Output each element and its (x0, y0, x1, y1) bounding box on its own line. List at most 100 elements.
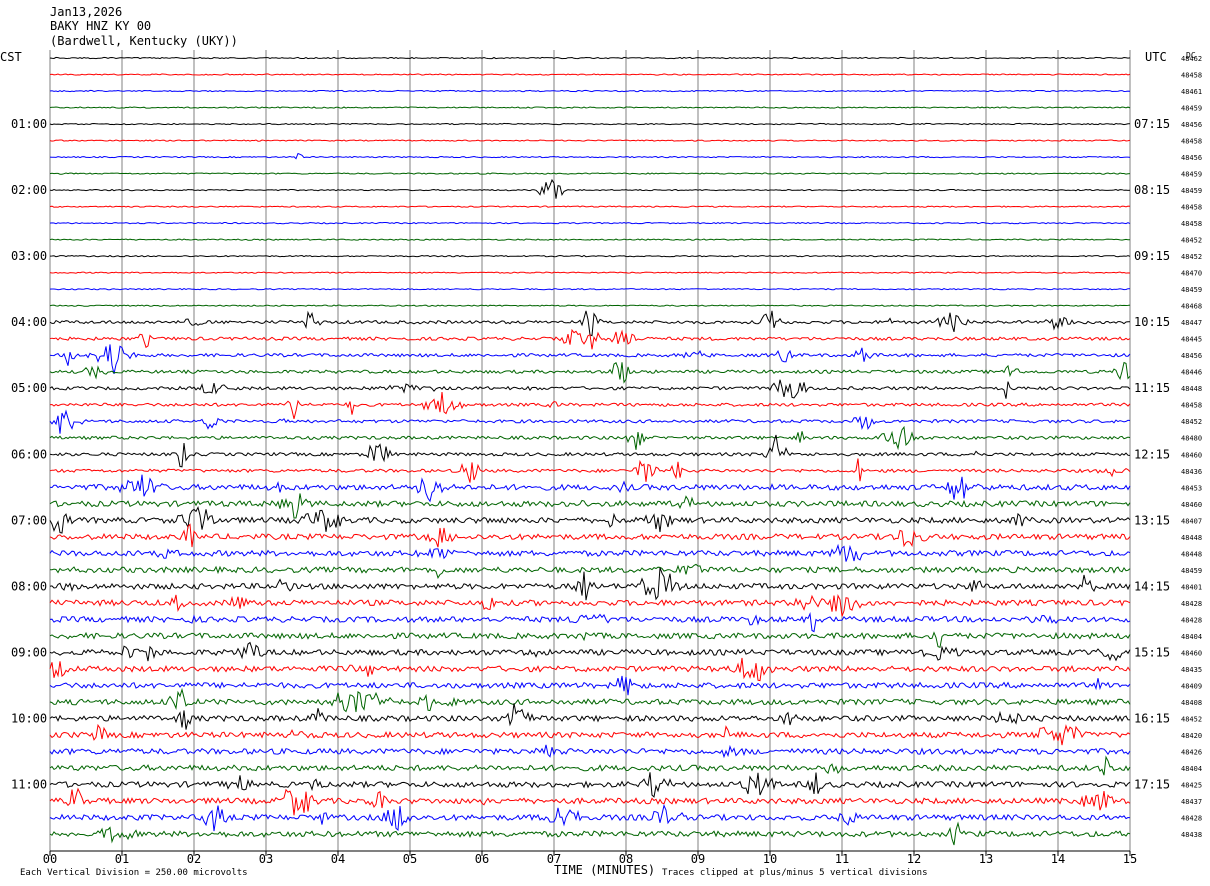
dc-offset-value: 48426 (1181, 748, 1202, 756)
trace-row-28 (49, 493, 1131, 519)
trace-row-20 (49, 361, 1131, 384)
trace-row-29 (49, 505, 1131, 534)
dc-offset-value: 48404 (1181, 765, 1202, 773)
trace-row-5 (49, 122, 1130, 126)
utc-hour-label: 08:15 (1134, 183, 1170, 197)
x-tick-label: 03 (259, 852, 273, 866)
dc-offset-value: 48468 (1181, 303, 1202, 311)
cst-hour-label: 08:00 (11, 579, 47, 593)
trace-lines (49, 56, 1131, 846)
trace-row-12 (49, 238, 1130, 241)
trace-row-7 (49, 152, 1131, 160)
trace-row-22 (49, 391, 1131, 420)
left-timezone-label: CST (0, 50, 22, 64)
dc-offset-value: 48461 (1181, 88, 1202, 96)
trace-row-21 (49, 379, 1131, 399)
cst-hour-label: 10:00 (11, 711, 47, 725)
dc-offset-value: 48448 (1181, 385, 1202, 393)
utc-hour-label: 10:15 (1134, 315, 1170, 329)
trace-row-23 (49, 409, 1131, 434)
trace-row-26 (49, 458, 1131, 483)
dc-offset-value: 48459 (1181, 567, 1202, 575)
dc-offset-value: 48428 (1181, 616, 1202, 624)
dc-offset-value: 48446 (1181, 369, 1202, 377)
x-tick-label: 11 (835, 852, 849, 866)
trace-row-40 (49, 687, 1131, 713)
trace-row-15 (49, 287, 1130, 291)
trace-row-13 (49, 254, 1131, 258)
trace-row-48 (49, 821, 1131, 846)
dc-offset-value: 48456 (1181, 121, 1202, 129)
trace-row-8 (49, 172, 1131, 175)
dc-offset-value: 48456 (1181, 352, 1202, 360)
trace-row-41 (49, 703, 1131, 730)
cst-hour-label: 05:00 (11, 381, 47, 395)
utc-hour-label: 12:15 (1134, 447, 1170, 461)
dc-label: DC (1186, 51, 1196, 60)
trace-row-32 (49, 563, 1131, 580)
dc-offset-value: 48428 (1181, 600, 1202, 608)
dc-offset-value: 48409 (1181, 682, 1202, 690)
dc-offset-value: 48452 (1181, 715, 1202, 723)
trace-row-42 (49, 723, 1131, 746)
x-tick-label: 06 (475, 852, 489, 866)
utc-hour-label: 09:15 (1134, 249, 1170, 263)
left-hour-labels: 01:00 02:00 03:00 04:00 05:00 06:00 07:00 08:00… (11, 117, 47, 791)
cst-hour-label: 04:00 (11, 315, 47, 329)
dc-offset-value: 48458 (1181, 72, 1202, 80)
dc-offset-value: 48420 (1181, 732, 1202, 740)
dc-offset-value: 48437 (1181, 798, 1202, 806)
x-tick-label: 10 (763, 852, 777, 866)
trace-row-4 (49, 106, 1131, 109)
header-date: Jan13,2026 (50, 5, 122, 19)
x-tick-label: 13 (979, 852, 993, 866)
utc-hour-label: 07:15 (1134, 117, 1170, 131)
trace-row-18 (49, 328, 1131, 350)
x-tick-label: 04 (331, 852, 345, 866)
scale-note: Each Vertical Division = 250.00 microvol… (20, 868, 248, 878)
x-axis-title: TIME (MINUTES) (554, 863, 655, 877)
header-location: (Bardwell, Kentucky (UKY)) (50, 34, 238, 48)
dc-offset-value: 48456 (1181, 154, 1202, 162)
dc-offset-value: 48453 (1181, 484, 1202, 492)
dc-offset-value: 48448 (1181, 534, 1202, 542)
trace-row-19 (49, 344, 1131, 375)
utc-hour-label: 11:15 (1134, 381, 1170, 395)
clip-note: Traces clipped at plus/minus 5 vertical … (662, 868, 928, 878)
dc-offset-value: 48459 (1181, 171, 1202, 179)
trace-row-9 (49, 178, 1131, 199)
trace-row-46 (49, 787, 1131, 816)
trace-row-37 (49, 641, 1131, 662)
dc-offset-value: 48401 (1181, 583, 1202, 591)
trace-row-25 (49, 434, 1131, 468)
trace-row-45 (49, 772, 1131, 798)
cst-hour-label: 09:00 (11, 645, 47, 659)
trace-row-38 (49, 657, 1131, 682)
dc-offset-value: 48408 (1181, 699, 1202, 707)
trace-row-33 (49, 567, 1131, 601)
cst-hour-label: 03:00 (11, 249, 47, 263)
dc-offset-value: 48470 (1181, 270, 1202, 278)
dc-offset-value: 48448 (1181, 550, 1202, 558)
dc-offset-value: 48428 (1181, 814, 1202, 822)
header-station: BAKY HNZ KY 00 (50, 19, 151, 33)
trace-row-24 (49, 425, 1131, 451)
dc-offset-value: 48458 (1181, 204, 1202, 212)
dc-offset-value: 48462 (1181, 55, 1202, 63)
dc-offset-value: 48458 (1181, 220, 1202, 228)
x-tick-label: 00 (43, 852, 57, 866)
trace-row-17 (49, 310, 1131, 337)
trace-row-31 (49, 543, 1131, 562)
trace-row-44 (49, 755, 1131, 776)
utc-hour-label: 15:15 (1134, 645, 1170, 659)
dc-offset-value: 48404 (1181, 633, 1202, 641)
utc-hour-label: 16:15 (1134, 711, 1170, 725)
x-tick-label: 02 (187, 852, 201, 866)
x-tick-label: 12 (907, 852, 921, 866)
trace-row-6 (49, 139, 1131, 142)
dc-offset-value: 48436 (1181, 468, 1202, 476)
right-hour-labels: 07:15 08:15 09:15 10:15 11:15 12:15 13:15 14:15… (1134, 117, 1170, 791)
trace-row-16 (49, 304, 1131, 307)
right-timezone-label: UTC (1145, 50, 1167, 64)
